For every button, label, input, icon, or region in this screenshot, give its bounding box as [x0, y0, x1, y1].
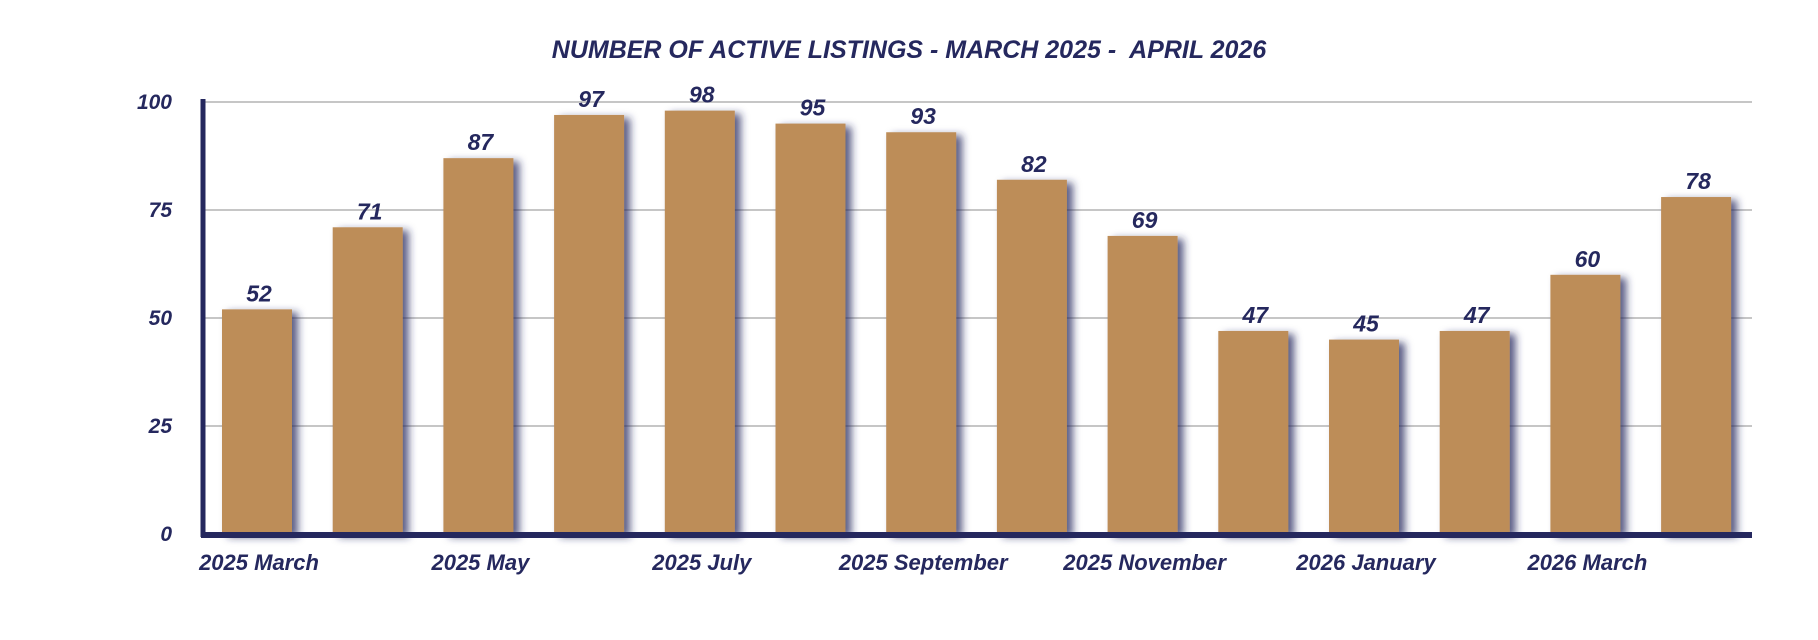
data-label: 95 — [800, 95, 827, 121]
y-tick-label: 100 — [137, 91, 172, 114]
data-label: 60 — [1575, 246, 1601, 272]
x-tick-label: 2025 November — [1062, 550, 1227, 575]
bar — [554, 114, 625, 535]
x-tick-label: 2026 March — [1526, 550, 1647, 575]
data-label: 47 — [1242, 302, 1270, 328]
bar — [1218, 330, 1289, 534]
bar — [1439, 330, 1510, 534]
x-tick-label: 2025 July — [651, 550, 753, 575]
bars — [222, 110, 1732, 535]
x-tick-label: 2025 March — [198, 550, 319, 575]
data-label: 98 — [689, 82, 715, 108]
data-label: 45 — [1352, 311, 1380, 337]
data-label: 82 — [1021, 151, 1047, 177]
x-tick-label: 2026 January — [1295, 550, 1437, 575]
bar — [775, 123, 846, 534]
gridlines — [203, 101, 1752, 427]
bar — [996, 179, 1067, 534]
bar — [1661, 197, 1732, 535]
bar — [332, 227, 403, 534]
x-tick-label: 2025 September — [838, 550, 1009, 575]
bar — [664, 110, 735, 534]
axes — [200, 99, 1752, 538]
y-tick-label: 0 — [160, 523, 172, 546]
bar — [443, 158, 514, 534]
x-tick-label: 2025 May — [430, 550, 531, 575]
data-label: 97 — [578, 86, 605, 112]
chart-title: NUMBER OF ACTIVE LISTINGS - MARCH 2025 -… — [551, 36, 1267, 64]
data-label: 87 — [468, 129, 495, 155]
y-tick-label: 25 — [148, 415, 173, 438]
bar — [1550, 274, 1621, 534]
data-label: 69 — [1132, 207, 1158, 233]
bar — [222, 309, 292, 534]
labels: 0 25 50 75 100 52 2025 March 71 87 2025 May 97 98 20… — [137, 82, 1711, 575]
data-label: 47 — [1463, 302, 1491, 328]
data-label: 78 — [1685, 168, 1711, 194]
data-label: 93 — [910, 103, 936, 129]
bar — [1329, 339, 1399, 534]
bar — [1107, 235, 1178, 535]
y-tick-label: 75 — [149, 199, 173, 222]
bar — [886, 132, 957, 535]
data-label: 71 — [357, 198, 383, 224]
data-label: 52 — [246, 280, 272, 306]
y-tick-label: 50 — [149, 307, 173, 330]
